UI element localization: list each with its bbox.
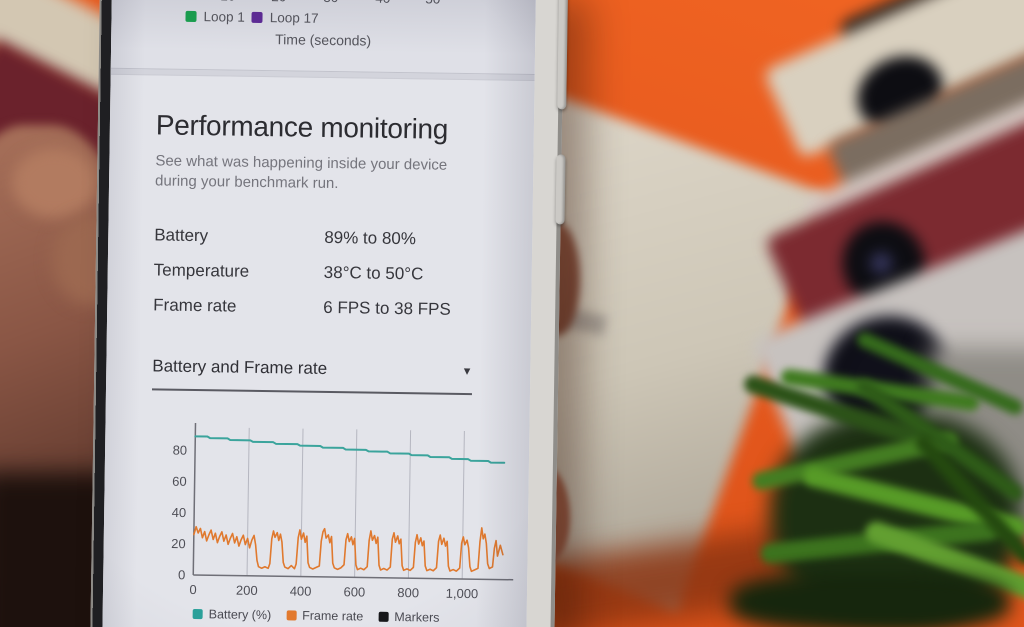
axis-tick: 40	[375, 0, 390, 6]
axis-tick: 50	[425, 0, 440, 7]
svg-text:0: 0	[189, 582, 196, 597]
axis-tick: 0	[174, 0, 182, 3]
loop1-swatch-icon	[185, 10, 197, 22]
volume-button	[557, 0, 568, 110]
stat-row-framerate: Frame rate 6 FPS to 38 FPS	[153, 294, 451, 319]
chart-selector-dropdown[interactable]: Battery and Frame rate ▾	[151, 350, 473, 396]
previous-chart-axis: 0 10 20 30 40 50 Loop 1 Loop 17 Time (se…	[110, 0, 536, 76]
axis-tick: 20	[271, 0, 286, 4]
loop17-swatch-icon	[251, 11, 263, 23]
svg-text:80: 80	[173, 443, 188, 458]
axis-tick: 30	[323, 0, 338, 5]
dropdown-value: Battery and Frame rate	[152, 356, 328, 378]
loop17-label: Loop 17	[269, 10, 319, 26]
battery-swatch-icon	[192, 609, 203, 620]
axis-tick: 10	[220, 0, 235, 4]
legend-markers: Markers	[378, 610, 440, 625]
svg-text:0: 0	[178, 567, 185, 582]
performance-monitoring-card: Performance monitoring See what was happ…	[103, 109, 535, 626]
legend-battery: Battery (%)	[192, 607, 271, 622]
svg-text:600: 600	[343, 584, 365, 599]
legend-framerate: Frame rate	[286, 608, 363, 624]
phone-screen: 0 10 20 30 40 50 Loop 1 Loop 17 Time (se…	[102, 0, 536, 627]
power-button	[555, 154, 566, 225]
svg-text:40: 40	[172, 505, 187, 520]
svg-text:200: 200	[236, 583, 258, 598]
loop1-label: Loop 1	[203, 9, 245, 25]
framerate-swatch-icon	[286, 610, 297, 621]
x-axis-title: Time (seconds)	[275, 31, 372, 49]
svg-text:20: 20	[171, 536, 186, 551]
svg-text:60: 60	[172, 474, 187, 489]
page-title: Performance monitoring	[155, 109, 449, 145]
plant	[730, 330, 1024, 627]
markers-swatch-icon	[378, 611, 389, 622]
stat-row-temperature: Temperature 38°C to 50°C	[153, 259, 424, 283]
finger	[12, 148, 97, 218]
stat-row-battery: Battery 89% to 80%	[154, 224, 417, 248]
stats-table: Battery 89% to 80% Temperature 38°C to 5…	[153, 217, 533, 328]
phone: 0 10 20 30 40 50 Loop 1 Loop 17 Time (se…	[90, 0, 568, 627]
svg-text:800: 800	[397, 585, 419, 600]
loop-legend: Loop 1 Loop 17	[185, 9, 319, 26]
chevron-down-icon[interactable]: ▾	[463, 362, 471, 379]
svg-text:1,000: 1,000	[446, 586, 479, 601]
chart-legend: Battery (%) Frame rate Markers	[192, 607, 527, 626]
page-subtitle: See what was happening inside your devic…	[154, 152, 448, 193]
svg-text:400: 400	[290, 583, 312, 598]
